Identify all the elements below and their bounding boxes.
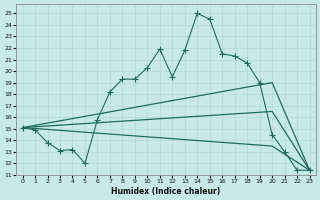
X-axis label: Humidex (Indice chaleur): Humidex (Indice chaleur) (111, 187, 221, 196)
